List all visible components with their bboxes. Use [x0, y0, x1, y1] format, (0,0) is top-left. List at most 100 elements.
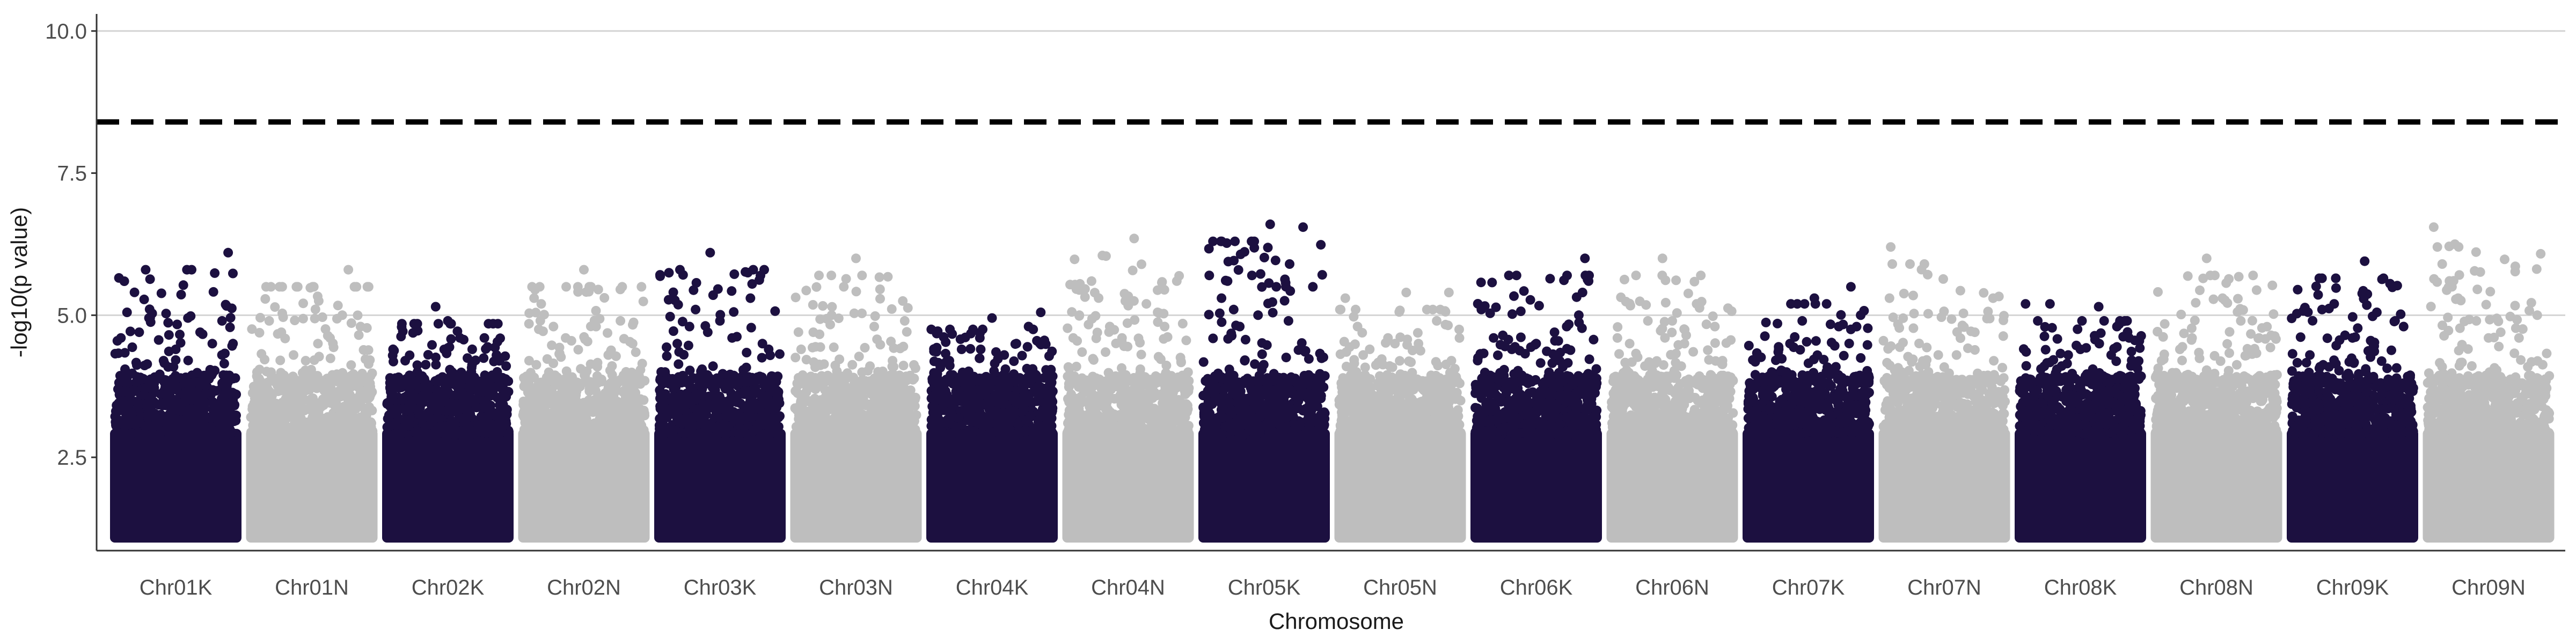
point [531, 308, 541, 318]
point [687, 427, 697, 437]
point [661, 389, 670, 399]
point [183, 355, 193, 365]
point [178, 405, 188, 415]
point [1071, 284, 1081, 294]
point [807, 397, 817, 407]
point [842, 368, 852, 378]
point [313, 296, 324, 306]
point [123, 418, 133, 428]
point [255, 412, 265, 422]
point [166, 428, 177, 438]
point [164, 330, 174, 340]
point [998, 394, 1008, 405]
point [1001, 429, 1011, 440]
point [774, 349, 785, 359]
point [797, 370, 808, 380]
point [607, 361, 617, 371]
point [904, 407, 914, 418]
point [993, 376, 1003, 386]
point [956, 429, 967, 440]
peak-point [591, 321, 601, 332]
point [535, 387, 544, 398]
peak-point [492, 350, 502, 360]
point [1162, 419, 1173, 429]
peak-point [899, 316, 910, 326]
point [902, 390, 912, 400]
point [200, 389, 210, 399]
point [636, 282, 647, 292]
point [941, 417, 952, 427]
point [965, 344, 976, 354]
point [165, 378, 175, 389]
point [801, 286, 811, 296]
point [310, 304, 320, 314]
point [927, 421, 938, 431]
peak-point [355, 321, 365, 332]
point [475, 377, 485, 387]
point [247, 388, 258, 398]
point [222, 301, 232, 311]
dense-points-Chr04N [1062, 429, 1194, 543]
point [541, 372, 552, 383]
point [1133, 333, 1144, 343]
series-Chr02N [518, 265, 650, 543]
point [895, 343, 905, 354]
point [1016, 407, 1027, 417]
point [748, 426, 758, 436]
point [471, 355, 481, 365]
dense-points-Chr03K [654, 429, 786, 543]
point [1130, 421, 1140, 431]
point [325, 429, 335, 439]
point [458, 394, 469, 404]
point [298, 298, 308, 309]
point [1069, 427, 1079, 437]
point [192, 368, 202, 378]
point [1174, 375, 1184, 385]
point [1028, 364, 1038, 374]
point [276, 428, 286, 438]
point [141, 421, 151, 431]
point [854, 352, 864, 362]
point [1047, 346, 1057, 356]
peak-point [627, 339, 638, 349]
point [176, 290, 186, 299]
point [246, 412, 256, 422]
point [275, 355, 286, 365]
point [616, 398, 626, 408]
peak-point [702, 327, 713, 338]
point [958, 377, 968, 387]
point [1111, 429, 1121, 439]
point [201, 422, 211, 432]
point [696, 366, 706, 376]
point [1133, 378, 1144, 388]
peak-point [932, 372, 942, 383]
peak-point [1141, 299, 1152, 309]
point [791, 292, 801, 303]
point [246, 429, 257, 439]
point [123, 429, 134, 440]
point [1112, 377, 1122, 387]
point [363, 282, 374, 292]
point [688, 413, 698, 423]
point [1000, 364, 1011, 374]
point [335, 428, 346, 438]
point [367, 368, 377, 378]
point [581, 287, 591, 297]
peak-point [1036, 308, 1046, 317]
point [1080, 292, 1090, 302]
point [346, 360, 356, 370]
point [1023, 393, 1034, 404]
point [1136, 349, 1146, 360]
point [729, 269, 740, 279]
point [674, 359, 684, 369]
point [175, 330, 185, 340]
point [145, 392, 155, 402]
point [153, 335, 164, 345]
point [930, 413, 940, 423]
point [325, 353, 335, 363]
point [221, 414, 231, 424]
point [554, 342, 565, 353]
point [1067, 377, 1077, 387]
point [310, 400, 320, 410]
series-Chr05K [1198, 219, 1330, 543]
